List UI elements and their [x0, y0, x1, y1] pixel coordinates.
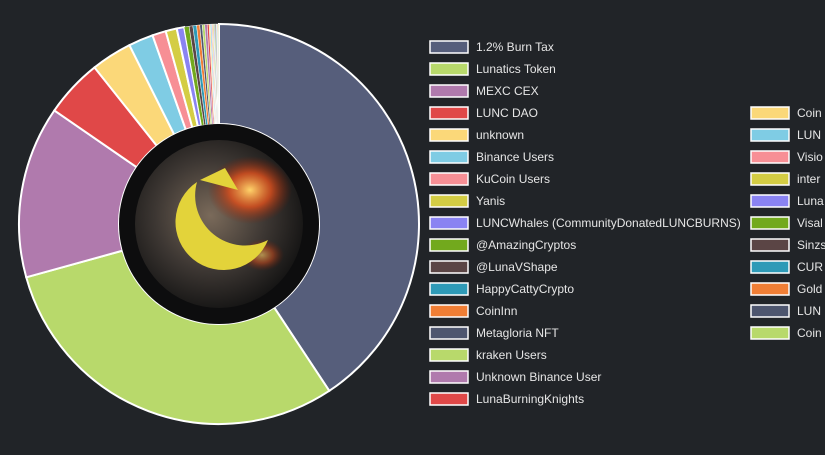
legend-label: inter: [797, 172, 820, 186]
legend-swatch: [429, 194, 469, 208]
legend-label: LUNCWhales (CommunityDonatedLUNCBURNS): [476, 216, 741, 230]
legend-swatch: [750, 216, 790, 230]
legend-swatch: [750, 194, 790, 208]
legend-label: CUR: [797, 260, 823, 274]
legend-swatch: [429, 238, 469, 252]
legend-label: LUN: [797, 304, 821, 318]
legend-swatch: [750, 304, 790, 318]
legend-swatch: [429, 62, 469, 76]
legend-swatch: [429, 84, 469, 98]
legend-swatch: [429, 348, 469, 362]
legend-label: Metagloria NFT: [476, 326, 559, 340]
legend-label: Yanis: [476, 194, 505, 208]
legend-swatch: [429, 260, 469, 274]
legend-label: Coin: [797, 106, 822, 120]
legend-label: Lunatics Token: [476, 62, 556, 76]
legend-label: Luna: [797, 194, 824, 208]
legend-swatch: [750, 172, 790, 186]
legend-swatch: [750, 238, 790, 252]
legend-label: HappyCattyCrypto: [476, 282, 574, 296]
legend-label: LunaBurningKnights: [476, 392, 584, 406]
legend-swatch: [750, 326, 790, 340]
legend-label: CoinInn: [476, 304, 517, 318]
legend-label: Coin: [797, 326, 822, 340]
legend-swatch: [429, 326, 469, 340]
legend-swatch: [750, 106, 790, 120]
legend-swatch: [750, 282, 790, 296]
legend-label: @AmazingCryptos: [476, 238, 576, 252]
legend-label: unknown: [476, 128, 524, 142]
legend-label: Binance Users: [476, 150, 554, 164]
legend-label: LUN: [797, 128, 821, 142]
legend-label: LUNC DAO: [476, 106, 538, 120]
legend-label: Gold: [797, 282, 822, 296]
doughnut: [18, 22, 420, 425]
legend-swatch: [750, 260, 790, 274]
legend-swatch: [429, 128, 469, 142]
legend-label: Unknown Binance User: [476, 370, 601, 384]
legend-swatch: [429, 304, 469, 318]
legend-swatch: [429, 282, 469, 296]
legend-label: Visio: [797, 150, 823, 164]
legend-label: Sinzs: [797, 238, 825, 252]
center-image: [119, 124, 319, 324]
legend-label: Visal: [797, 216, 823, 230]
legend-label: MEXC CEX: [476, 84, 539, 98]
legend-label: 1.2% Burn Tax: [476, 40, 554, 54]
legend-swatch: [750, 128, 790, 142]
legend-swatch: [429, 216, 469, 230]
legend-swatch: [429, 370, 469, 384]
slice: [218, 23, 220, 125]
legend-label: KuCoin Users: [476, 172, 550, 186]
legend-swatch: [429, 172, 469, 186]
legend-label: @LunaVShape: [476, 260, 558, 274]
legend-swatch: [429, 106, 469, 120]
legend-swatch: [429, 392, 469, 406]
legend-swatch: [750, 150, 790, 164]
legend-label: kraken Users: [476, 348, 547, 362]
legend-swatch: [429, 40, 469, 54]
legend-swatch: [429, 150, 469, 164]
legend: 1.2% Burn Tax Lunatics Token MEXC CEX LUNC …: [429, 40, 825, 406]
